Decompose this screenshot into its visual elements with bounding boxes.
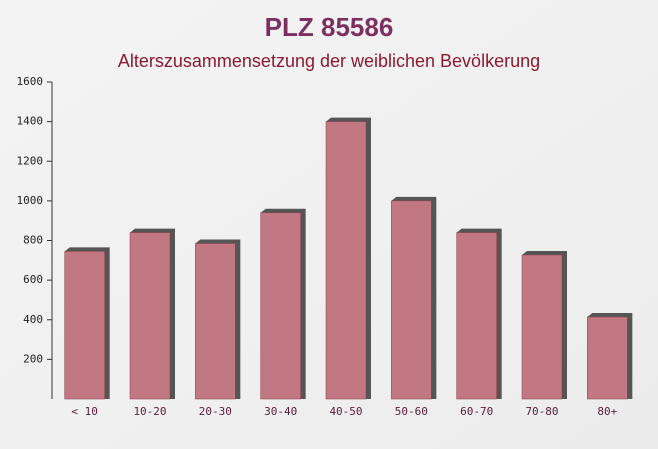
bar-shadow bbox=[130, 228, 175, 399]
x-tick-label: 20-30 bbox=[199, 405, 232, 418]
y-tick-label: 1400 bbox=[17, 115, 44, 128]
x-tick-label: 60-70 bbox=[460, 405, 493, 418]
y-tick-label: 800 bbox=[23, 234, 43, 247]
x-tick-label: 80+ bbox=[597, 405, 617, 418]
x-tick-label: 50-60 bbox=[395, 405, 428, 418]
x-tick-label: 10-20 bbox=[133, 405, 166, 418]
chart-title: PLZ 85586 bbox=[265, 12, 394, 42]
bar-shadow bbox=[326, 117, 371, 399]
bar bbox=[521, 254, 563, 400]
bar-shadow bbox=[260, 208, 306, 399]
bar-shadow bbox=[522, 250, 567, 399]
bar bbox=[587, 316, 628, 400]
bar-shadow bbox=[64, 247, 110, 399]
y-tick-label: 1000 bbox=[17, 194, 44, 207]
y-tick-label: 400 bbox=[23, 313, 43, 326]
bar bbox=[64, 251, 105, 400]
bar bbox=[195, 243, 236, 400]
y-tick-label: 1200 bbox=[17, 154, 44, 167]
bar bbox=[456, 232, 497, 400]
bar bbox=[325, 121, 367, 400]
chart-subtitle: Alterszusammensetzung der weiblichen Bev… bbox=[118, 51, 540, 71]
y-tick-label: 600 bbox=[23, 273, 43, 286]
bar bbox=[260, 212, 301, 400]
x-tick-label: 40-50 bbox=[329, 405, 362, 418]
bar-shadow bbox=[456, 228, 502, 399]
bar-shadow bbox=[391, 196, 437, 399]
x-tick-label: 70-80 bbox=[525, 405, 558, 418]
bar bbox=[129, 232, 171, 400]
bar-shadow bbox=[587, 312, 633, 399]
x-tick-label: < 10 bbox=[71, 405, 98, 418]
y-tick-label: 1600 bbox=[17, 75, 44, 88]
y-tick-label: 200 bbox=[23, 352, 43, 365]
bar bbox=[391, 200, 432, 400]
bar-shadow bbox=[195, 239, 241, 399]
x-tick-label: 30-40 bbox=[264, 405, 297, 418]
